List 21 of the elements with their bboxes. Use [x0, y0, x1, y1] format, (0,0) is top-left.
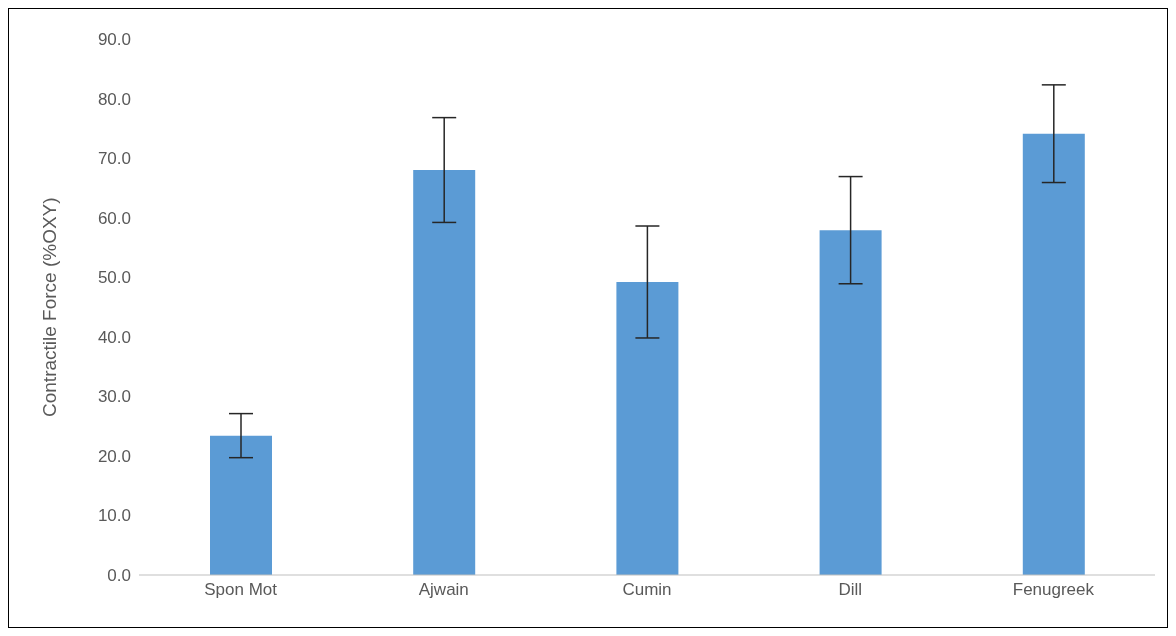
- bar: [1022, 133, 1085, 575]
- x-tick-label: Dill: [838, 580, 862, 600]
- x-tick-label: Cumin: [622, 580, 672, 600]
- y-tick-label: 30.0: [97, 387, 131, 407]
- x-tick-label: Ajwain: [418, 580, 469, 600]
- y-tick-label: 80.0: [97, 89, 131, 109]
- x-tick-label: Fenugreek: [1012, 580, 1095, 600]
- bar: [616, 281, 679, 575]
- y-tick-label: 10.0: [97, 506, 131, 526]
- x-tick-label: Spon Mot: [204, 580, 278, 600]
- y-tick-label: 90.0: [97, 30, 131, 50]
- y-tick-label: 50.0: [97, 268, 131, 288]
- y-tick-label: 70.0: [97, 149, 131, 169]
- y-tick-label: 40.0: [97, 327, 131, 347]
- bar: [210, 435, 272, 575]
- bar: [819, 230, 882, 575]
- y-tick-label: 20.0: [97, 446, 131, 466]
- y-tick-label: 60.0: [97, 208, 131, 228]
- bar: [413, 170, 476, 575]
- y-axis-title: Contractile Force (%OXY): [38, 197, 60, 417]
- y-tick-label: 0.0: [107, 566, 131, 586]
